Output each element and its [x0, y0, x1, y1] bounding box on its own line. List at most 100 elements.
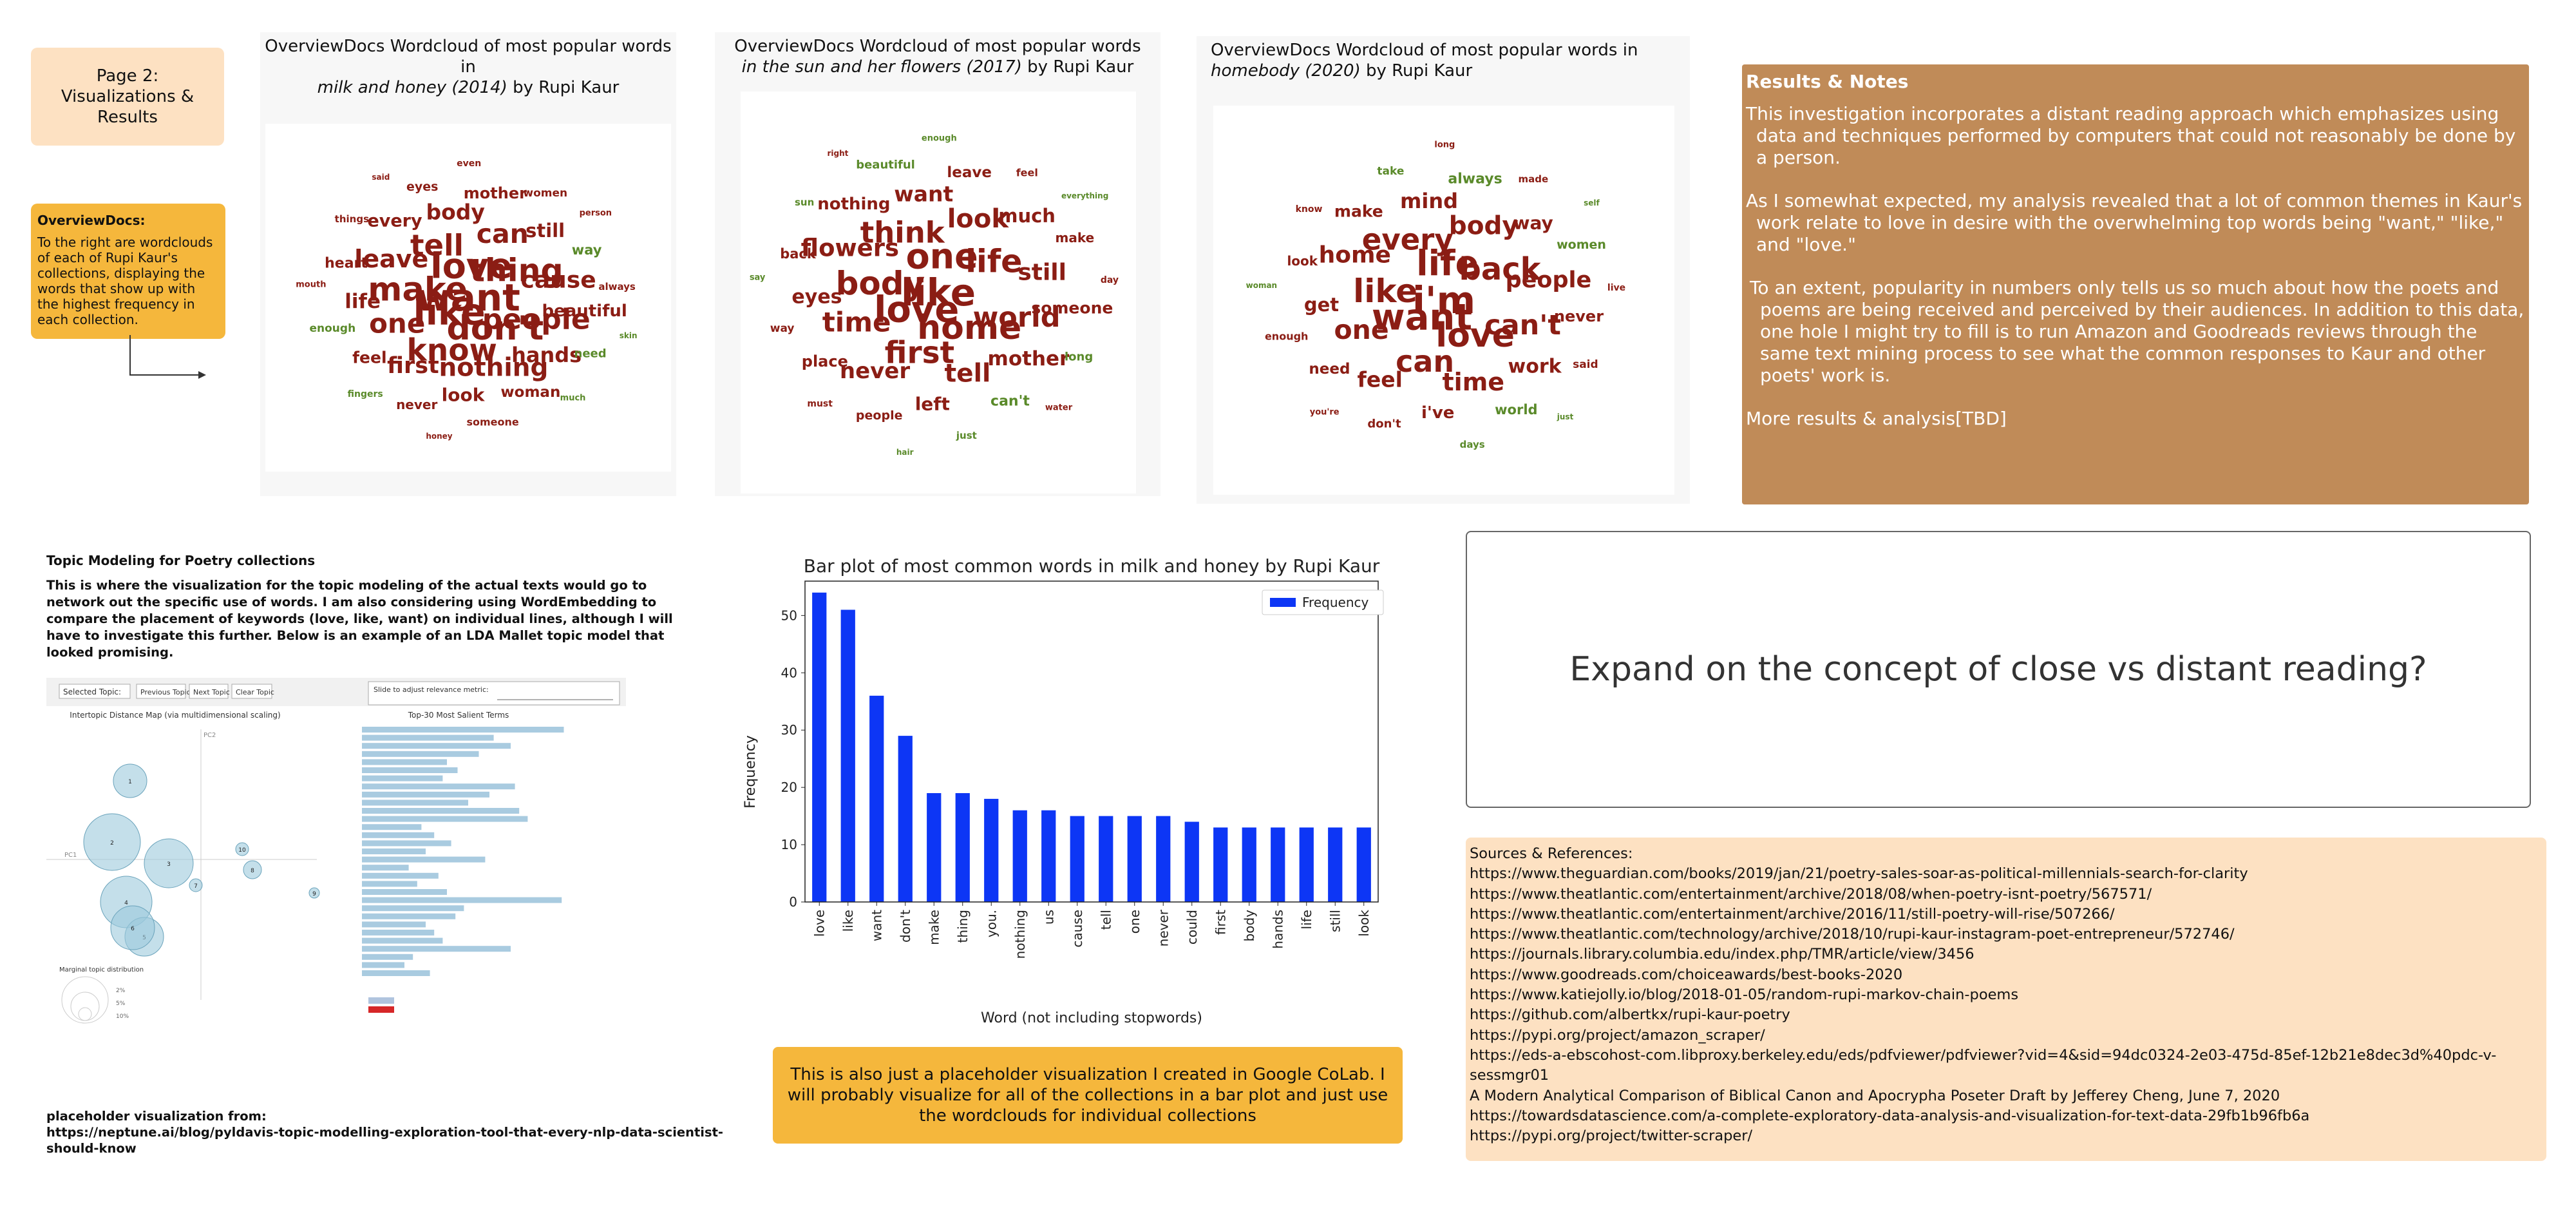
topic-bubble[interactable]: [144, 838, 194, 888]
intertopic-map-title: Intertopic Distance Map (via multidimens…: [70, 711, 280, 720]
source-item[interactable]: https://www.theatlantic.com/entertainmen…: [1470, 905, 2115, 923]
topic-modeling-title: Topic Modeling for Poetry collections: [46, 553, 316, 568]
salient-term-bar: [362, 921, 426, 928]
wordcloud-word: can't: [1484, 309, 1561, 341]
source-item[interactable]: https://github.com/albertkx/rupi-kaur-po…: [1470, 1006, 1790, 1024]
wordcloud-word: feel: [352, 348, 387, 367]
wordcloud-word: mind: [1400, 188, 1459, 213]
chart-x-tick-label: cause: [1070, 910, 1085, 948]
topic-bubble[interactable]: [189, 878, 203, 892]
chart-bar: [1012, 810, 1027, 902]
wordcloud-word: said: [372, 172, 390, 182]
source-item[interactable]: https://eds-a-ebscohost-com.libproxy.ber…: [1470, 1046, 2497, 1084]
selected-topic-field[interactable]: [59, 684, 131, 699]
wordcloud-word: water: [1045, 403, 1073, 413]
chart-bar: [1099, 816, 1113, 902]
wordcloud-word: self: [1584, 198, 1600, 207]
wordcloud-image: like love one home body life first think world ti…: [741, 91, 1136, 494]
wordcloud-word: work: [1508, 355, 1562, 378]
wordcloud-word: just: [1557, 412, 1574, 421]
wordcloud-word: even: [457, 158, 482, 169]
marginal-legend-value: 2%: [116, 988, 126, 994]
source-item[interactable]: https://www.goodreads.com/choiceawards/b…: [1470, 966, 1903, 983]
salient-term-bar: [362, 816, 528, 822]
topic-bubble[interactable]: [83, 813, 141, 871]
wordcloud-word: said: [1573, 358, 1598, 372]
source-item[interactable]: https://towardsdatascience.com/a-complet…: [1470, 1107, 2310, 1124]
wordcloud-word: every: [367, 211, 422, 231]
chart-x-tick-label: like: [840, 910, 856, 932]
question-text: Expand on the concept of close vs distan…: [1569, 650, 2427, 689]
source-item[interactable]: https://www.theatlantic.com/technology/a…: [1470, 926, 2235, 943]
chart-bar: [955, 793, 970, 902]
wordcloud-word: fingers: [347, 389, 383, 400]
relevance-slider-box[interactable]: [368, 681, 620, 705]
wordcloud-word: back: [780, 245, 816, 262]
results-more: More results & analysis[TBD]: [1746, 408, 2007, 429]
source-item[interactable]: https://pypi.org/project/twitter-scraper…: [1470, 1127, 1753, 1145]
chart-bar: [1328, 827, 1343, 902]
salient-terms-title: Top-30 Most Salient Terms: [408, 711, 509, 720]
topic-bubble[interactable]: [235, 842, 249, 856]
wordcloud-word: thing: [469, 252, 564, 289]
chart-bar: [1271, 827, 1285, 902]
lda-visualization: Selected Topic: Previous Topic Next Topi…: [46, 678, 626, 1026]
source-item[interactable]: https://pypi.org/project/amazon_scraper/: [1470, 1026, 1765, 1044]
wordcloud-word: right: [827, 149, 849, 158]
results-paragraph: As I somewhat expected, my analysis reve…: [1746, 190, 2523, 255]
chart-bar: [1070, 816, 1084, 902]
salient-term-bar: [362, 840, 451, 847]
lda-svg: Selected Topic: Previous Topic Next Topi…: [46, 678, 626, 1024]
source-item[interactable]: https://journals.library.columbia.edu/in…: [1470, 946, 1975, 963]
chart-bar: [1356, 827, 1371, 902]
source-item[interactable]: https://www.theatlantic.com/entertainmen…: [1470, 885, 2152, 903]
wordcloud-word: mother: [987, 347, 1070, 370]
wordcloud-word: woman: [500, 384, 561, 401]
chart-bar: [869, 695, 884, 902]
topic-bubble[interactable]: [308, 887, 320, 899]
wordcloud-word: must: [807, 398, 833, 409]
source-item[interactable]: https://www.theguardian.com/books/2019/j…: [1470, 865, 2248, 883]
wordcloud-word: much: [998, 204, 1056, 227]
wordcloud-word: live: [1607, 282, 1626, 293]
chart-y-tick-label: 50: [781, 608, 797, 623]
wordcloud-word: can: [1396, 343, 1455, 379]
salient-term-bar: [362, 848, 426, 854]
placeholder-source-text: placeholder visualization from: https://…: [46, 1108, 755, 1156]
wordcloud-word: just: [956, 429, 977, 441]
salient-term-bar: [362, 954, 413, 960]
overview-body: To the right are wordclouds of each of R…: [37, 235, 213, 327]
wordcloud-word: feel: [1357, 367, 1403, 392]
previous-topic-button[interactable]: [136, 684, 186, 699]
wordcloud-word: still: [526, 220, 565, 242]
chart-bar: [898, 736, 913, 902]
wordcloud-word: leave: [354, 244, 429, 273]
chart-bar: [1213, 827, 1228, 902]
wordcloud-word: can: [476, 218, 529, 249]
selected-topic-label: Selected Topic:: [63, 687, 121, 696]
chart-x-tick-label: could: [1184, 910, 1200, 944]
chart-x-tick-label: don't: [898, 910, 913, 943]
placeholder-source-url: https://neptune.ai/blog/pyldavis-topic-m…: [46, 1125, 724, 1156]
wordcloud-word: way: [571, 242, 602, 258]
wordcloud-word: mouth: [296, 280, 327, 290]
relevance-slider-label: Slide to adjust relevance metric:: [374, 685, 489, 694]
marginal-legend-circle: [78, 1007, 92, 1021]
wordcloud-word: get: [1303, 293, 1340, 316]
wordcloud-word: time: [1442, 367, 1505, 396]
topic-bubble-label: 6: [131, 926, 135, 932]
chart-x-tick-label: look: [1356, 910, 1372, 937]
wordcloud-word: women: [523, 187, 568, 200]
clear-topic-button[interactable]: [231, 684, 272, 699]
wordcloud-word: people: [482, 303, 591, 336]
previous-topic-label: Previous Topic: [140, 688, 191, 696]
topic-bubble[interactable]: [110, 905, 155, 950]
topic-bubble[interactable]: [113, 763, 147, 798]
wordcloud-word: feel: [1016, 166, 1038, 179]
salient-term-bar: [362, 800, 468, 806]
topic-bubble[interactable]: [243, 860, 262, 879]
wordcloud-word: want: [416, 276, 520, 320]
source-item[interactable]: https://www.katiejolly.io/blog/2018-01-0…: [1470, 986, 2019, 1004]
next-topic-button[interactable]: [189, 684, 229, 699]
wordcloud-title: OverviewDocs Wordcloud of most popular w…: [734, 37, 1141, 77]
